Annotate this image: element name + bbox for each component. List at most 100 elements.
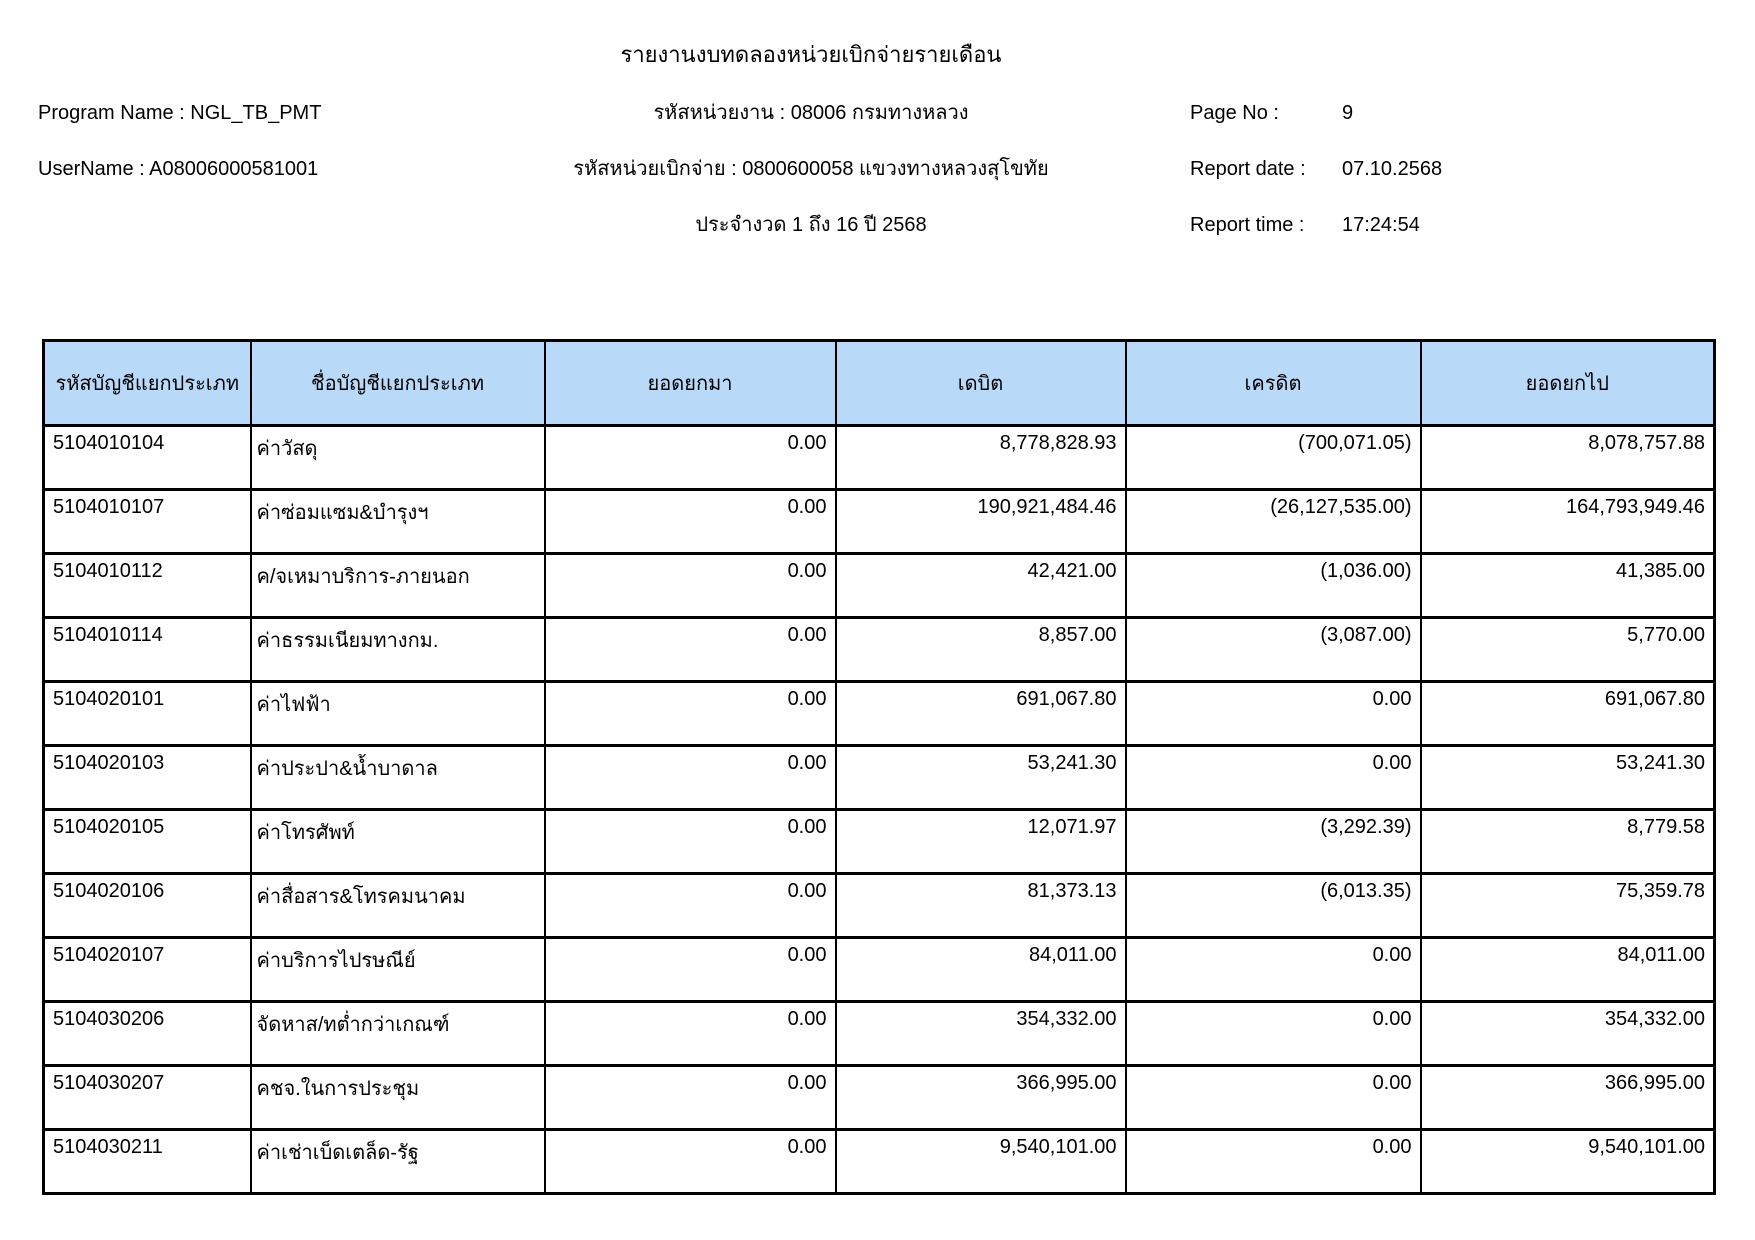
account-code-cell: 5104010114 [42, 616, 252, 683]
debit-cell: 354,332.00 [834, 1000, 1127, 1067]
table-body: 5104010104 ค่าวัสดุ 0.00 8,778,828.93 (700,0… [42, 424, 1716, 1195]
credit-cell: (3,292.39) [1124, 808, 1422, 875]
credit-cell: (6,013.35) [1124, 872, 1422, 939]
debit-cell: 12,071.97 [834, 808, 1127, 875]
debit-cell: 84,011.00 [834, 936, 1127, 1003]
account-code-cell: 5104020107 [42, 936, 252, 1003]
balance-brought-forward-cell: 0.00 [543, 872, 837, 939]
table-row: 5104030206 จัดหาส/ทต่ำกว่าเกณฑ์ 0.00 354,33… [42, 1000, 1716, 1067]
balance-carried-forward-cell: 691,067.80 [1419, 680, 1716, 747]
balance-brought-forward-cell: 0.00 [543, 744, 837, 811]
account-name-cell: ค่าโทรศัพท์ [249, 808, 546, 875]
credit-cell: 0.00 [1124, 1000, 1422, 1067]
debit-cell: 190,921,484.46 [834, 488, 1127, 555]
account-code-cell: 5104020105 [42, 808, 252, 875]
account-name-cell: ค่าธรรมเนียมทางกม. [249, 616, 546, 683]
page-no-label: Page No : [1190, 102, 1279, 124]
table-row: 5104020105 ค่าโทรศัพท์ 0.00 12,071.97 (3,292… [42, 808, 1716, 875]
debit-cell: 8,778,828.93 [834, 424, 1127, 491]
debit-cell: 81,373.13 [834, 872, 1127, 939]
balance-carried-forward-cell: 164,793,949.46 [1419, 488, 1716, 555]
report-time-row: Report time : 17:24:54 [1190, 213, 1420, 237]
report-date-row: Report date : 07.10.2568 [1190, 157, 1442, 181]
table-row: 5104030207 คชจ.ในการประชุม 0.00 366,995.00 0… [42, 1064, 1716, 1131]
balance-brought-forward-cell: 0.00 [543, 936, 837, 1003]
col-header-balance-brought-forward: ยอดยกมา [543, 339, 837, 427]
account-name-cell: ค่าไฟฟ้า [249, 680, 546, 747]
credit-cell: (3,087.00) [1124, 616, 1422, 683]
balance-brought-forward-cell: 0.00 [543, 1000, 837, 1067]
balance-carried-forward-cell: 75,359.78 [1419, 872, 1716, 939]
credit-cell: 0.00 [1124, 936, 1422, 1003]
debit-cell: 9,540,101.00 [834, 1128, 1127, 1195]
account-name-cell: ค่าวัสดุ [249, 424, 546, 491]
table-row: 5104020107 ค่าบริการไปรษณีย์ 0.00 84,011.00… [42, 936, 1716, 1003]
table-row: 5104020106 ค่าสื่อสาร&โทรคมนาคม 0.00 81,373… [42, 872, 1716, 939]
report-date-value: 07.10.2568 [1342, 158, 1443, 180]
table-row: 5104020101 ค่าไฟฟ้า 0.00 691,067.80 0.00 691,… [42, 680, 1716, 747]
balance-carried-forward-cell: 84,011.00 [1419, 936, 1716, 1003]
account-name-cell: ค/จเหมาบริการ-ภายนอก [249, 552, 546, 619]
col-header-account-code: รหัสบัญชีแยกประเภท [42, 339, 252, 427]
account-name-cell: จัดหาส/ทต่ำกว่าเกณฑ์ [249, 1000, 546, 1067]
balance-carried-forward-cell: 354,332.00 [1419, 1000, 1716, 1067]
program-name-line: Program Name : NGL_TB_PMT [38, 102, 322, 124]
page-no-row: Page No : 9 [1190, 101, 1353, 125]
account-code-cell: 5104030206 [42, 1000, 252, 1067]
col-header-credit: เครดิต [1124, 339, 1422, 427]
period-line: ประจำงวด 1 ถึง 16 ปี 2568 [695, 214, 927, 236]
table-header: รหัสบัญชีแยกประเภท ชื่อบัญชีแยกประเภท ยอดย… [42, 339, 1716, 427]
report-title: รายงานงบทดลองหน่วยเบิกจ่ายรายเดือน [620, 42, 1002, 67]
col-header-account-name: ชื่อบัญชีแยกประเภท [249, 339, 546, 427]
disbursement-unit-line: รหัสหน่วยเบิกจ่าย : 0800600058 แขวงทางหล… [573, 158, 1049, 180]
report-time-label: Report time : [1190, 214, 1305, 236]
balance-brought-forward-cell: 0.00 [543, 1064, 837, 1131]
balance-carried-forward-cell: 53,241.30 [1419, 744, 1716, 811]
table-row: 5104010107 ค่าซ่อมแซม&บำรุงฯ 0.00 190,921,4… [42, 488, 1716, 555]
debit-cell: 53,241.30 [834, 744, 1127, 811]
page-no-value: 9 [1342, 102, 1354, 124]
col-header-debit: เดบิต [834, 339, 1127, 427]
account-code-cell: 5104030207 [42, 1064, 252, 1131]
account-name-cell: ค่าเช่าเบ็ดเตล็ด-รัฐ [249, 1128, 546, 1195]
table-row: 5104010114 ค่าธรรมเนียมทางกม. 0.00 8,857.00… [42, 616, 1716, 683]
credit-cell: 0.00 [1124, 680, 1422, 747]
credit-cell: 0.00 [1124, 1064, 1422, 1131]
credit-cell: 0.00 [1124, 1128, 1422, 1195]
balance-carried-forward-cell: 366,995.00 [1419, 1064, 1716, 1131]
balance-brought-forward-cell: 0.00 [543, 808, 837, 875]
table-header-row: รหัสบัญชีแยกประเภท ชื่อบัญชีแยกประเภท ยอดย… [42, 339, 1716, 427]
table-row: 5104020103 ค่าประปา&น้ำบาดาล 0.00 53,241.30… [42, 744, 1716, 811]
balance-brought-forward-cell: 0.00 [543, 488, 837, 555]
account-name-cell: ค่าบริการไปรษณีย์ [249, 936, 546, 1003]
balance-brought-forward-cell: 0.00 [543, 552, 837, 619]
credit-cell: (700,071.05) [1124, 424, 1422, 491]
balance-brought-forward-cell: 0.00 [543, 616, 837, 683]
balance-brought-forward-cell: 0.00 [543, 424, 837, 491]
account-code-cell: 5104030211 [42, 1128, 252, 1195]
balance-carried-forward-cell: 5,770.00 [1419, 616, 1716, 683]
account-name-cell: ค่าประปา&น้ำบาดาล [249, 744, 546, 811]
account-code-cell: 5104020103 [42, 744, 252, 811]
report-date-label: Report date : [1190, 158, 1306, 180]
account-name-cell: ค่าสื่อสาร&โทรคมนาคม [249, 872, 546, 939]
account-code-cell: 5104010104 [42, 424, 252, 491]
account-code-cell: 5104010107 [42, 488, 252, 555]
balance-brought-forward-cell: 0.00 [543, 1128, 837, 1195]
table-row: 5104010104 ค่าวัสดุ 0.00 8,778,828.93 (700,0… [42, 424, 1716, 491]
credit-cell: (1,036.00) [1124, 552, 1422, 619]
balance-carried-forward-cell: 8,078,757.88 [1419, 424, 1716, 491]
debit-cell: 691,067.80 [834, 680, 1127, 747]
balance-carried-forward-cell: 8,779.58 [1419, 808, 1716, 875]
credit-cell: 0.00 [1124, 744, 1422, 811]
balance-brought-forward-cell: 0.00 [543, 680, 837, 747]
account-code-cell: 5104010112 [42, 552, 252, 619]
account-name-cell: ค่าซ่อมแซม&บำรุงฯ [249, 488, 546, 555]
table-row: 5104030211 ค่าเช่าเบ็ดเตล็ด-รัฐ 0.00 9,540,… [42, 1128, 1716, 1195]
account-code-cell: 5104020106 [42, 872, 252, 939]
report-time-value: 17:24:54 [1342, 214, 1420, 236]
username-line: UserName : A08006000581001 [38, 158, 319, 180]
trial-balance-table: รหัสบัญชีแยกประเภท ชื่อบัญชีแยกประเภท ยอดย… [42, 339, 1716, 1195]
debit-cell: 42,421.00 [834, 552, 1127, 619]
